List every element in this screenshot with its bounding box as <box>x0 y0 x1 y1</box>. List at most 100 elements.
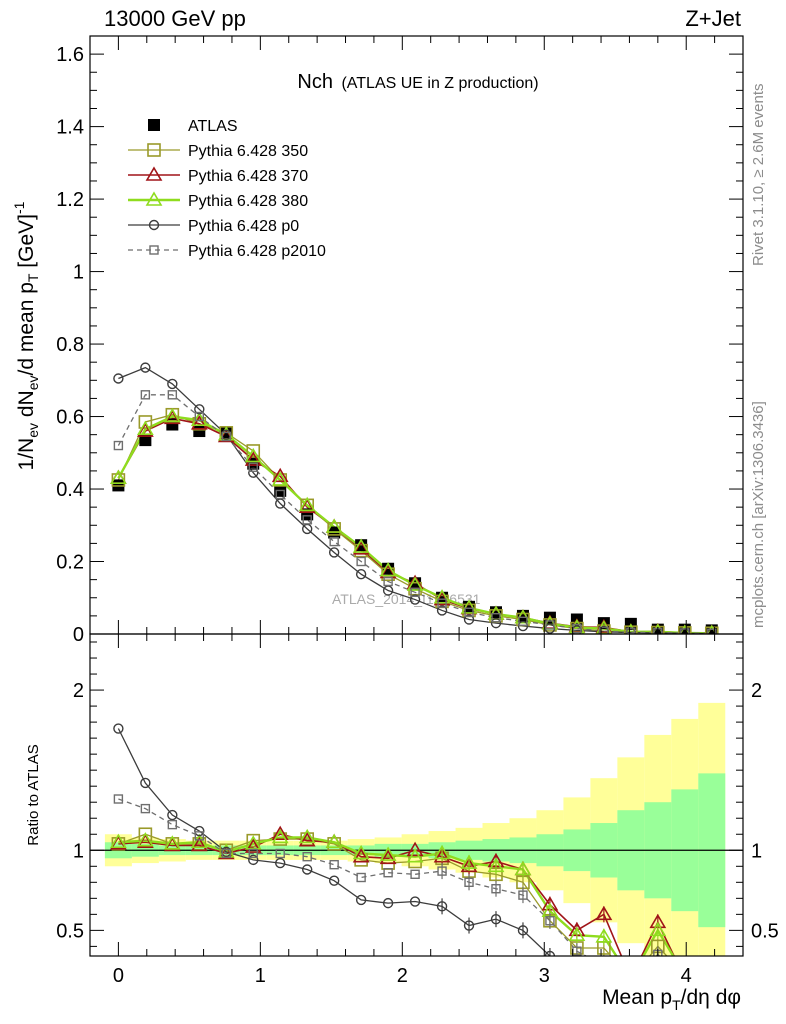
ratio-point-p370 <box>624 971 638 983</box>
ratio-panel-axes: 0.5 0.5 1 1 2 2 0 1 2 3 4 <box>56 633 779 987</box>
ratio-point-p380 <box>406 848 424 863</box>
legend-marker <box>147 143 161 157</box>
x-tick-label: 4 <box>681 965 692 987</box>
legend-label: Pythia 6.428 p0 <box>188 218 299 235</box>
ratio-point-p380 <box>705 971 719 983</box>
x-tick-label: 1 <box>255 965 266 987</box>
ratio-point-p380 <box>271 828 289 844</box>
ratio-point-p350 <box>625 972 637 984</box>
ratio-point-p0 <box>248 854 259 866</box>
legend-marker <box>148 219 160 231</box>
y-tick-label: 0.8 <box>56 334 84 356</box>
ratio-point-p2010 <box>600 962 608 970</box>
point-p370 <box>298 498 316 513</box>
ratio-point-p0 <box>409 896 421 907</box>
x-tick-label: 3 <box>539 965 550 987</box>
point-p2010 <box>167 390 178 400</box>
header-left: 13000 GeV pp <box>104 6 246 31</box>
ratio-point-p2010 <box>518 890 528 900</box>
ratio-point-p0 <box>490 913 502 925</box>
ratio-point-p2010 <box>708 974 716 982</box>
ratio-point-p0 <box>113 723 124 734</box>
ratio-point-p2010 <box>356 872 366 883</box>
ratio-point-p2010 <box>113 794 124 804</box>
ratio-point-p370 <box>136 833 154 849</box>
ratio-point-p0 <box>382 897 394 909</box>
point-p0 <box>140 362 151 373</box>
ratio-y-tick-label: 2 <box>73 680 84 702</box>
ratio-point-p350 <box>706 972 718 984</box>
point-p0 <box>113 373 124 384</box>
point-p2010 <box>626 627 636 634</box>
x-axis-label: Mean pT/dη dφ <box>602 986 741 1013</box>
ratio-line-p2010 <box>118 798 661 956</box>
point-p370 <box>190 415 208 430</box>
ratio-point-p380 <box>298 828 316 844</box>
ratio-point-p0 <box>653 966 662 975</box>
y-tick-label: 0.6 <box>56 407 84 429</box>
point-p0 <box>248 467 259 478</box>
point-p0 <box>436 605 448 616</box>
ratio-point-p370 <box>109 835 127 850</box>
point-atlas <box>139 434 152 447</box>
ratio-point-p2010 <box>329 859 339 870</box>
ratio-point-p370 <box>406 841 424 857</box>
ratio-line-p0 <box>117 728 552 956</box>
legend-label: Pythia 6.428 p2010 <box>188 243 326 260</box>
ratio-point-p370 <box>705 971 719 983</box>
point-p2010 <box>707 628 717 634</box>
ratio-point-p0 <box>140 777 151 789</box>
point-p370 <box>136 422 154 437</box>
ratio-point-p380 <box>568 926 586 941</box>
legend-marker <box>149 245 159 255</box>
point-p2010 <box>356 556 366 567</box>
ratio-point-p380 <box>352 844 370 860</box>
point-p0 <box>167 378 178 390</box>
ratio-point-p370 <box>271 825 289 841</box>
point-p2010 <box>194 411 205 422</box>
point-p380 <box>325 518 343 533</box>
ratio-point-p370 <box>460 857 478 873</box>
ratio-point-p2010 <box>437 866 447 876</box>
point-p0 <box>328 547 340 558</box>
point-p0 <box>490 617 502 629</box>
legend-label: ATLAS <box>188 118 238 135</box>
chart-title: Nch (ATLAS UE in Z production) <box>297 71 538 93</box>
y-tick-label: 1.6 <box>56 44 84 66</box>
ratio-panel-data <box>109 723 719 984</box>
ratio-point-p2010 <box>221 848 231 859</box>
ratio-point-p370 <box>379 849 397 865</box>
ratio-point-p380 <box>136 832 154 847</box>
ratio-frame <box>89 633 744 957</box>
point-p380 <box>244 447 262 463</box>
point-p2010 <box>518 616 528 627</box>
ratio-point-p0 <box>463 920 475 931</box>
point-p2010 <box>383 576 393 587</box>
ratio-point-p370 <box>433 848 451 863</box>
ratio-point-p0 <box>599 974 608 983</box>
ratio-point-p2010 <box>545 916 555 926</box>
x-tick-label: 2 <box>397 965 408 987</box>
ratio-point-p380 <box>624 971 638 983</box>
ratio-point-p380 <box>649 921 667 937</box>
series-line-p0 <box>118 366 712 634</box>
ratio-y-tick-label-right: 2 <box>751 680 762 702</box>
series-line-p2010 <box>117 394 712 634</box>
point-p2010 <box>599 626 609 634</box>
ratio-point-p2010 <box>410 869 420 879</box>
legend-entry-p2010: Pythia 6.428 p2010 <box>128 243 326 260</box>
ratio-point-p2010 <box>464 877 474 888</box>
ratio-point-p380 <box>163 835 181 850</box>
point-p2010 <box>464 607 474 617</box>
ratio-point-p2010 <box>248 848 258 859</box>
point-p380 <box>109 469 127 484</box>
legend-entry-atlas: ATLAS <box>148 118 238 135</box>
point-p380 <box>271 471 289 486</box>
ratio-point-p380 <box>514 860 532 876</box>
ratio-point-p380 <box>109 833 127 849</box>
ratio-point-p370 <box>163 836 181 852</box>
point-p370 <box>244 451 262 466</box>
ratio-point-p380 <box>487 857 505 873</box>
legend-marker <box>145 191 163 206</box>
